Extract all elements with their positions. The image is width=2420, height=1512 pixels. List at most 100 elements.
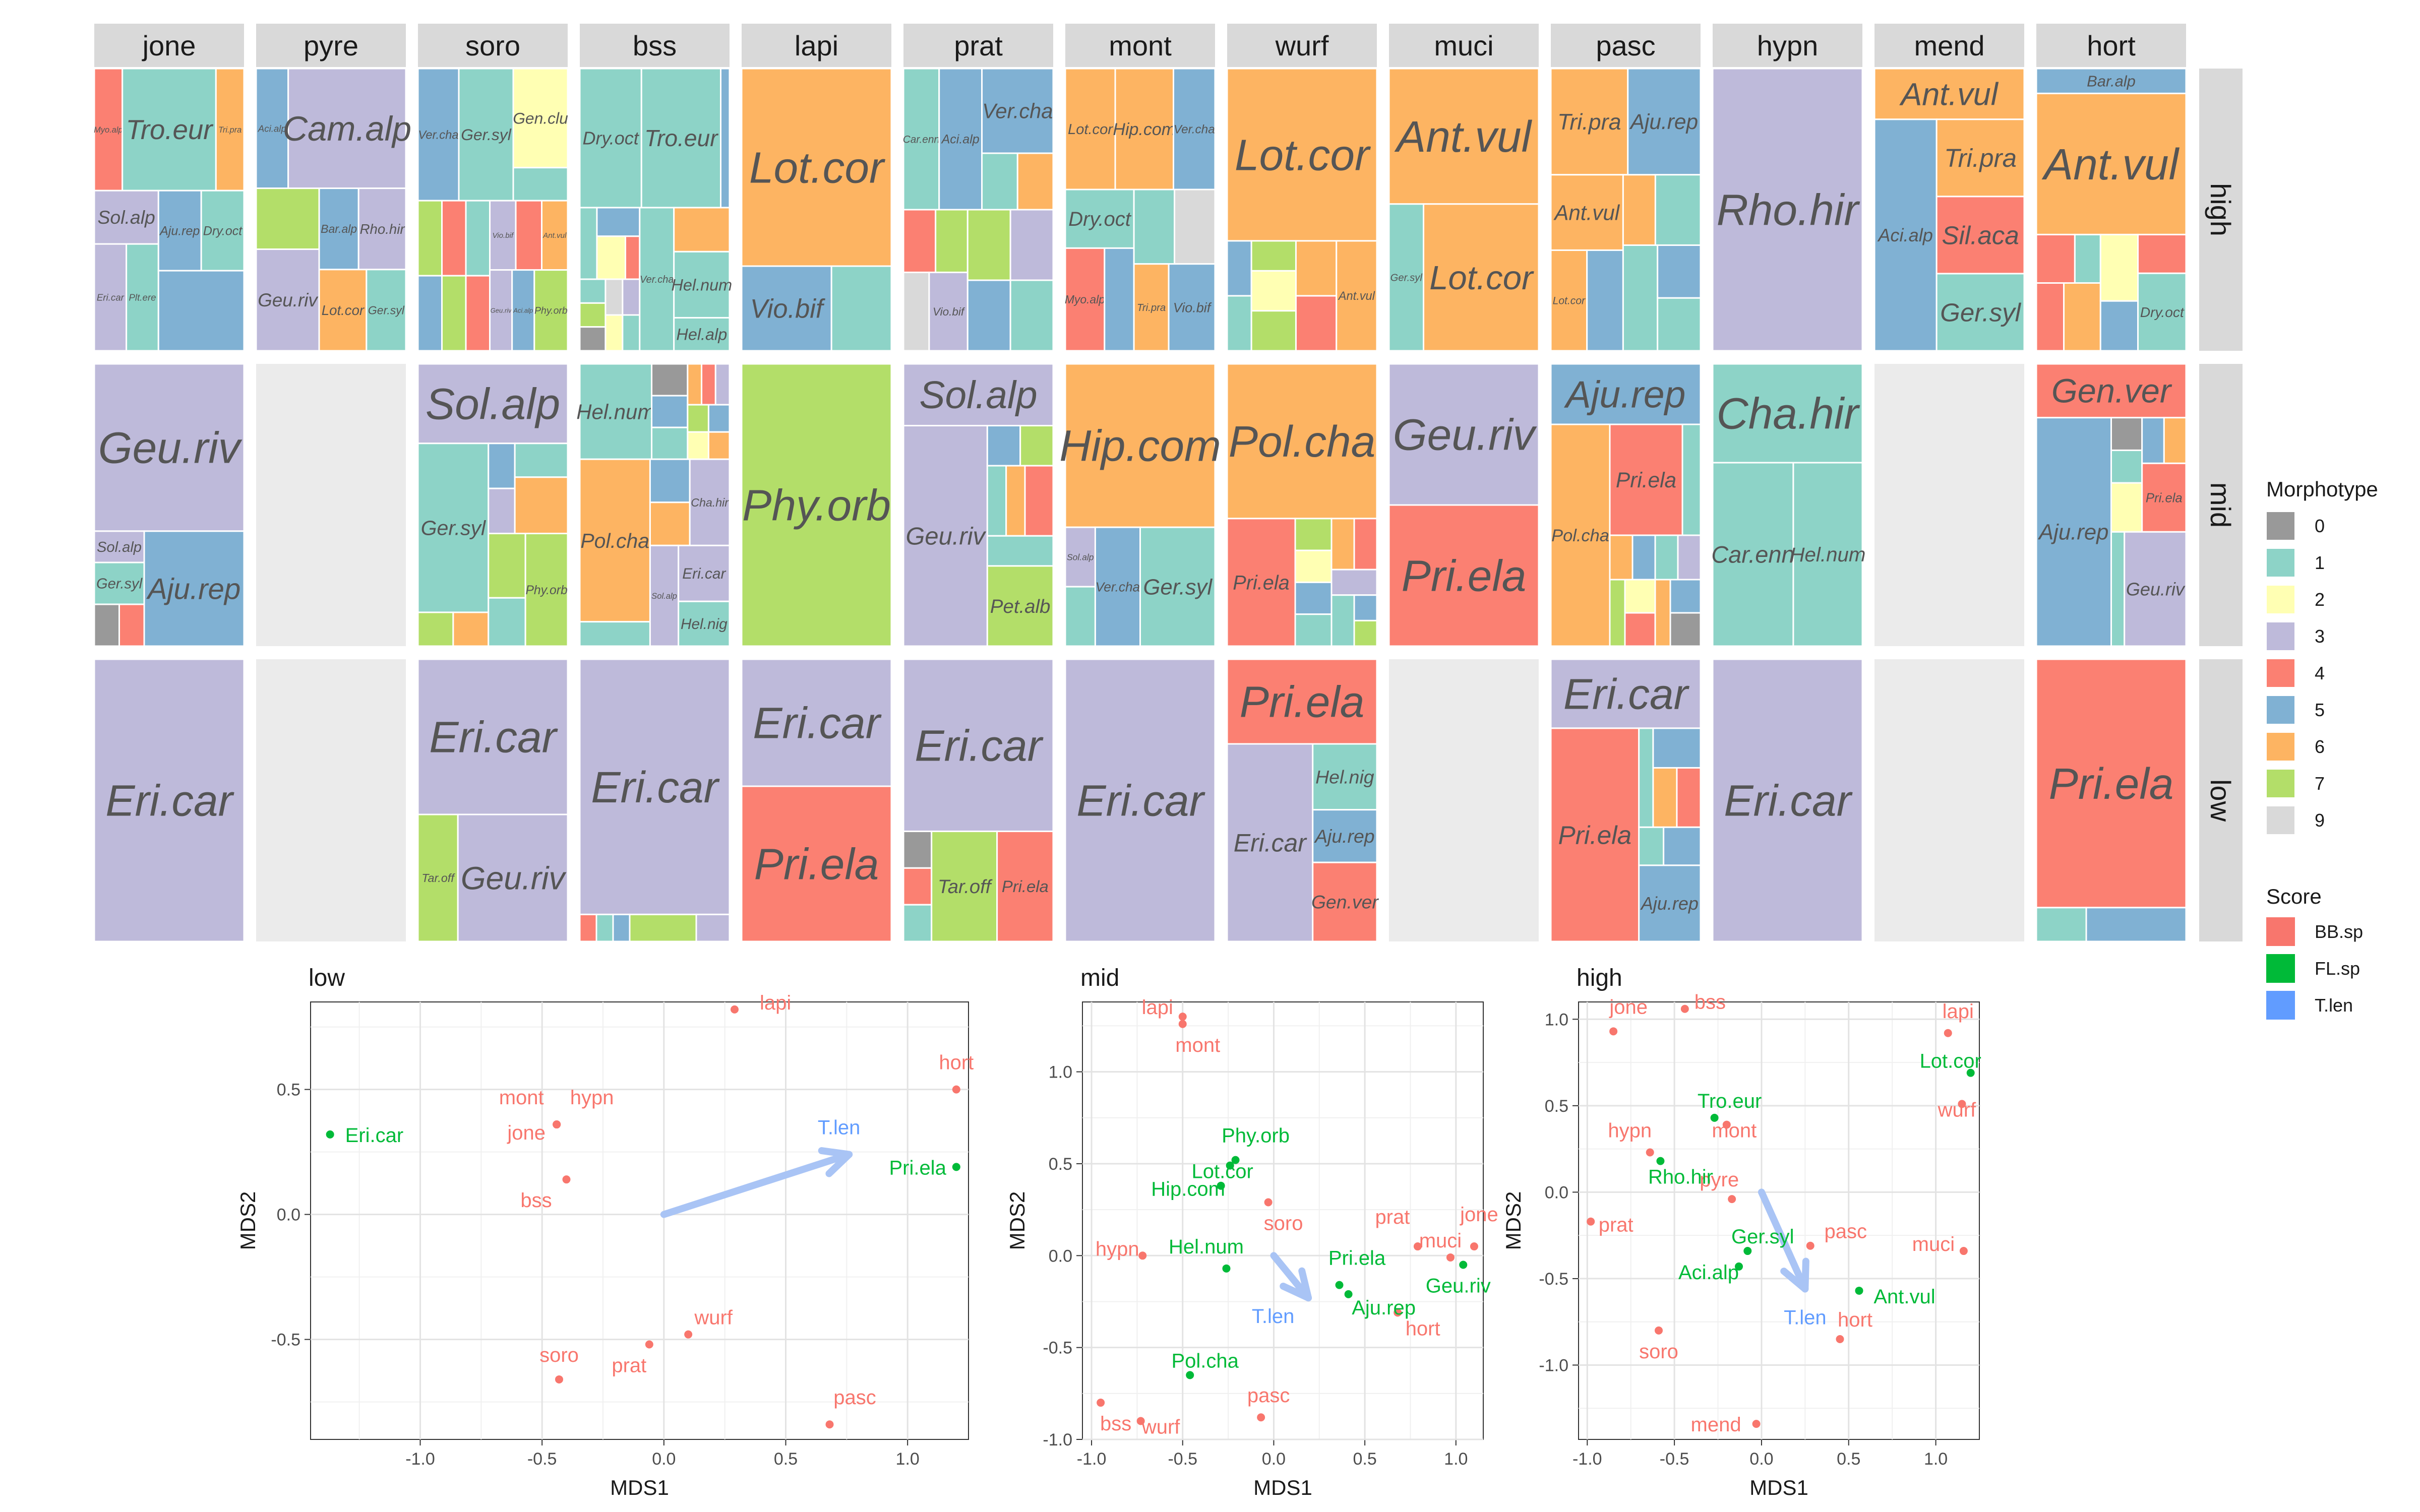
tile-unlabeled [1250,310,1297,352]
tile-unlabeled [604,278,624,316]
tile-unlabeled [1104,247,1135,352]
tile-label: Eri.car [915,721,1044,770]
tile-unlabeled [1654,534,1679,581]
tile-unlabeled [651,426,689,460]
tile-unlabeled [1295,240,1338,297]
tile-unlabeled [2085,907,2187,942]
tile-label: Pet.alb [990,596,1051,617]
tile-Hip.com [1064,363,1216,528]
tile-unlabeled [687,363,703,406]
site-label: muci [1419,1230,1462,1252]
tile-unlabeled [2141,417,2165,464]
site-label: soro [1264,1213,1303,1235]
row-strip-low [2199,659,2243,941]
tile-label: Phy.orb [742,481,891,530]
x-axis-title: MDS1 [1253,1476,1312,1499]
tile-unlabeled [2099,233,2139,302]
x-tick-label: 0.0 [1262,1450,1286,1469]
score-label-FL.sp: FL.sp [2315,958,2360,979]
tile-Rho.hir [357,187,407,271]
tile-unlabeled [902,830,933,869]
tile-Aju.rep [143,530,245,647]
tile-unlabeled [2137,233,2187,274]
species-label: Aju.rep [1352,1297,1416,1319]
tile-label: Pri.ela [2049,759,2174,808]
facet-label-mont: mont [1109,30,1172,61]
tile-unlabeled [579,621,651,647]
tile-unlabeled [1250,270,1297,312]
tile-unlabeled [118,603,145,647]
site-label: hypn [570,1087,614,1109]
tile-Geu.riv [902,425,988,647]
site-label: pyre [1700,1169,1739,1191]
site-point-hort [1394,1308,1402,1317]
tile-unlabeled [488,533,526,599]
tile-Pri.ela [996,830,1054,942]
x-tick-label: 0.5 [1353,1450,1376,1469]
tile-Geu.riv [2124,531,2187,647]
tile-unlabeled [902,904,933,942]
facet-strip-mend [1874,24,2024,67]
tile-unlabeled [1064,586,1096,647]
tile-Hel.num [673,250,731,319]
facet-strip-lapi [742,24,891,67]
site-label: prat [612,1355,646,1377]
x-tick-label: -0.5 [527,1450,557,1469]
tile-unlabeled [1330,569,1378,596]
tile-unlabeled [1652,727,1702,769]
facet-label-hort: hort [2087,30,2136,61]
tile-unlabeled [465,275,491,352]
tile-unlabeled [488,443,516,489]
site-point-bss [1097,1399,1105,1407]
tile-label: Pri.ela [1233,572,1290,594]
tile-Cam.alp [287,68,407,190]
tile-label: Aci.alp [1877,225,1933,245]
species-label: Pol.cha [1171,1350,1239,1372]
tile-Pri.ela [741,785,892,942]
tile-label: Pri.ela [1558,820,1632,849]
tile-unlabeled [2110,417,2143,451]
tile-Tro.eur [640,68,722,209]
site-point-pyre [1728,1195,1736,1204]
tile-Ger.syl [366,269,407,352]
tile-Ger.syl [1935,273,2025,352]
tile-unlabeled [255,187,320,250]
tile-label: Eri.car [97,292,125,303]
morphotype-label-7: 7 [2315,773,2325,794]
tile-Bar.alp [318,187,359,271]
row-label-high: high [2205,183,2236,236]
tile-Pri.ela [1550,727,1640,942]
x-tick-label: 0.0 [1749,1450,1773,1469]
tile-Ger.syl [1388,203,1425,352]
tile-label: Lot.cor [1068,121,1113,138]
tile-Geu.riv [1388,363,1540,506]
facet-strip-jone [94,24,244,67]
tile-unlabeled [1654,174,1702,246]
tile-Ver.cha [417,68,460,202]
facet-strip-mont [1065,24,1215,67]
tile-unlabeled [1657,297,1702,352]
tile-Ver.cha [981,68,1054,154]
tile-unlabeled [1009,209,1054,281]
tile-unlabeled [981,152,1018,211]
tile-Vio.bif [489,200,517,271]
tile-label: Ant.vul [1394,112,1533,161]
tile-label: Tri.pra [218,125,241,135]
site-point-mont [1178,1020,1187,1028]
tile-label: Hel.nig [1315,766,1374,787]
tile-Geu.riv [457,813,569,942]
tile-Phy.orb [533,269,569,352]
tile-Eri.car [902,658,1054,832]
species-label: Phy.orb [1222,1125,1290,1147]
species-point-Lot.cor [1226,1161,1234,1170]
tile-unlabeled [687,431,709,460]
tile-label: Gen.clu [513,109,568,127]
tile-unlabeled [625,235,641,280]
legend: Morphotype 0 1 2 3 4 5 6 7 9 Score BB.sp FL.sp T.len [2266,477,2378,1020]
tile-label: Eri.car [753,699,882,748]
x-tick-label: 0.0 [652,1450,676,1469]
tile-unlabeled [1019,425,1054,467]
tile-Ant.vul [541,200,569,271]
tile-unlabeled [720,68,731,209]
